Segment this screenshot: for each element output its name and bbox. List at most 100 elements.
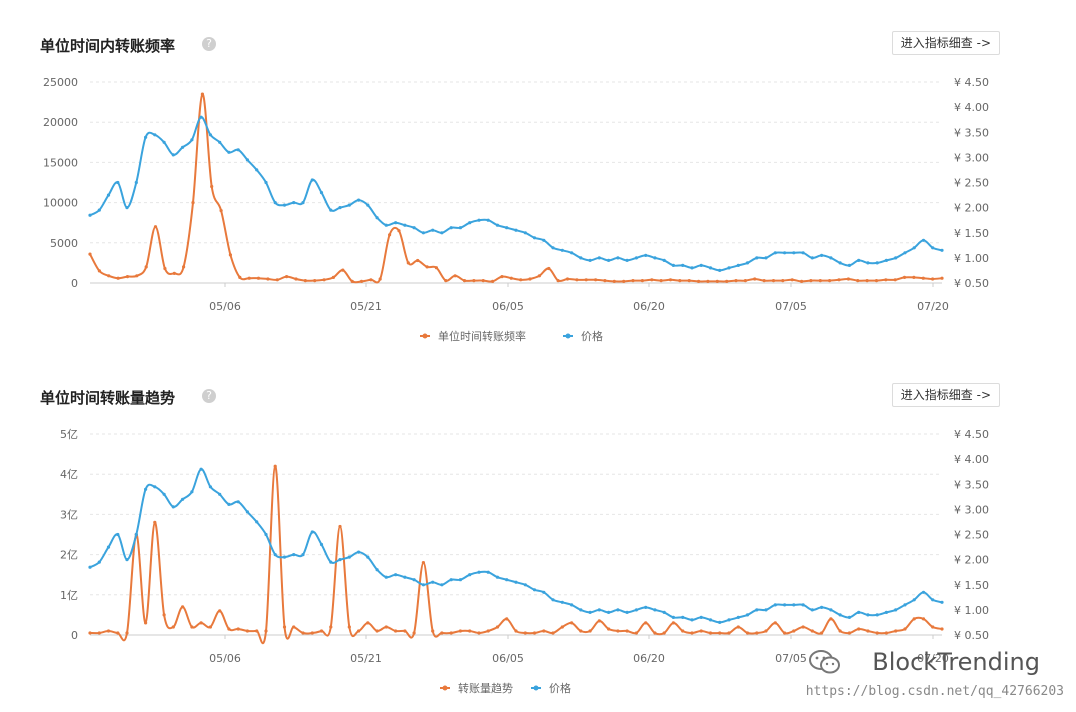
data-point [357,198,361,202]
x-tick-label: 07/20 [917,652,949,665]
data-point [319,542,324,547]
data-point [884,258,889,262]
data-point [690,631,694,635]
y-left-tick-label: 1亿 [60,589,78,602]
data-point [857,610,861,615]
data-point [331,275,335,279]
data-point [125,558,129,562]
y-left-tick-label: 5亿 [60,428,78,441]
data-point [755,256,759,260]
detail-button[interactable]: 进入指标细查 -> [891,31,1000,55]
data-point [116,631,120,635]
data-point [829,256,833,260]
data-point [378,277,382,281]
data-point [625,610,629,615]
data-point [579,608,583,612]
data-point [866,613,870,617]
data-point [421,583,425,587]
data-point [556,279,560,283]
data-point [912,598,916,602]
data-point [171,505,175,509]
data-point [359,279,364,283]
data-point [458,578,462,582]
data-point [634,256,639,260]
data-point [144,487,148,491]
y-right-tick-label: ¥ 2.00 [954,202,989,215]
y-left-tick-label: 2亿 [60,549,78,562]
y-right-tick-label: ¥ 4.00 [954,101,989,114]
legend-marker [565,333,571,339]
data-point [472,279,476,283]
x-tick-label: 07/05 [775,300,807,313]
data-point [801,251,805,255]
data-point [282,203,287,207]
footer-brand: BlockTrending [872,648,1040,676]
y-left-tick-label: 10000 [43,197,78,210]
data-point [125,206,129,210]
data-point [810,629,814,633]
data-point [264,180,268,185]
data-point [588,258,592,262]
data-point [134,532,138,537]
data-point [894,256,898,260]
data-point [755,631,759,635]
data-point [671,263,676,267]
data-point [903,603,907,607]
data-point [866,261,870,265]
data-point [236,148,240,152]
data-point [542,629,546,633]
x-tick-label: 05/21 [350,652,382,665]
data-point [338,206,342,210]
data-point [912,617,916,621]
data-point [551,631,555,635]
data-point [162,613,166,617]
data-point [792,603,796,607]
data-point [662,631,666,635]
data-point [762,279,766,283]
data-point [575,278,579,282]
help-icon[interactable]: ? [202,389,216,403]
series-line-1 [89,116,943,272]
help-icon[interactable]: ? [202,37,216,51]
data-point [542,590,546,594]
legend-label: 转账量趋势 [458,681,513,695]
data-point [736,625,740,629]
legend-label: 价格 [549,681,571,695]
data-point [468,221,472,225]
data-point [755,608,759,612]
data-point [560,600,564,604]
y-left-tick-label: 3亿 [60,508,78,521]
data-point [181,145,185,149]
data-point [412,631,416,635]
data-point [144,265,148,269]
data-point [865,279,869,283]
data-point [706,279,710,283]
data-point [640,279,645,283]
data-point [856,279,860,283]
data-point [736,263,740,267]
y-right-tick-label: ¥ 4.50 [954,428,989,441]
data-point [681,629,685,633]
data-point [97,208,101,212]
data-point [369,278,373,282]
data-point [718,631,722,635]
data-point [857,258,861,262]
data-point [273,201,277,205]
chart-0: 0 5000 10000 15000 20000 25000 ¥ 0.50 ¥ 1.00 ¥ 1… [43,76,989,343]
y-right-tick-label: ¥ 0.50 [954,277,989,290]
data-point [820,631,824,635]
data-point [551,598,555,602]
data-point [338,558,342,562]
data-point [875,631,879,635]
data-point [301,631,305,635]
data-point [828,279,832,283]
data-point [681,615,685,620]
data-point [255,629,259,633]
detail-button[interactable]: 进入指标细查 -> [891,383,1000,407]
data-point [532,588,537,592]
data-point [421,561,425,565]
data-point [247,276,251,280]
data-point [486,570,490,574]
x-tick-label: 05/06 [209,300,241,313]
